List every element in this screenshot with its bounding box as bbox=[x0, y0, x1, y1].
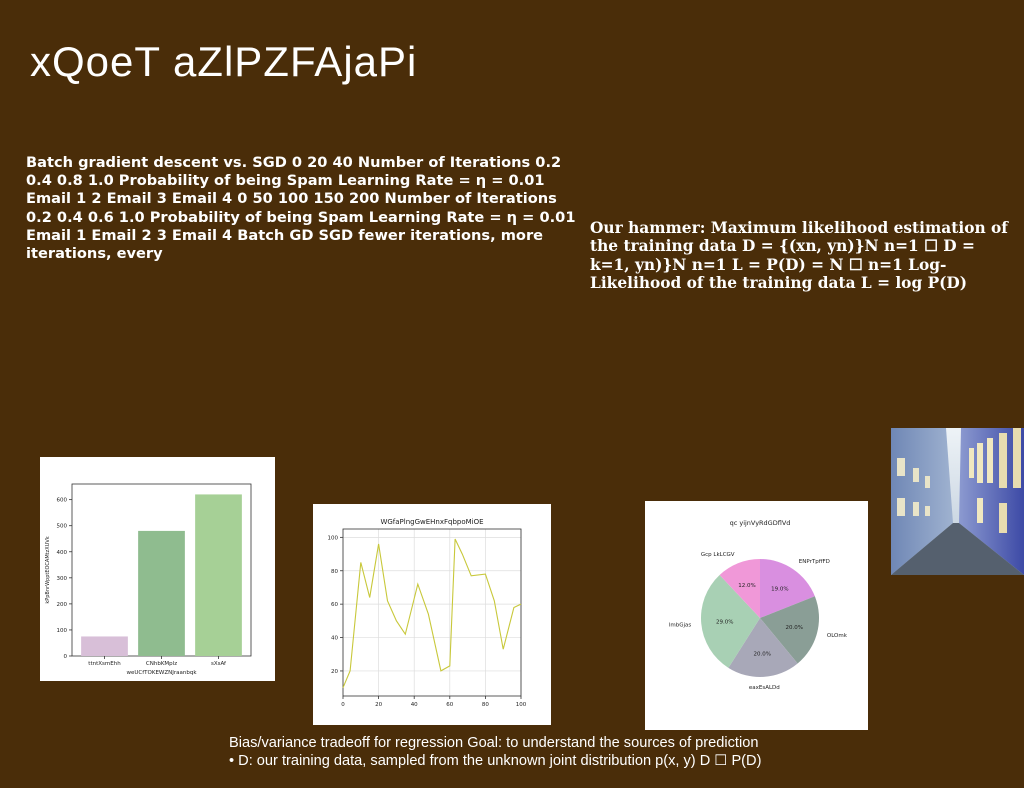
bar bbox=[138, 530, 185, 656]
slice-pct-label: 19.0% bbox=[771, 587, 788, 593]
line-chart-panel: WGfaPlngGwEHnxFqbpoMiOE 20 40 60 80 100 0 20 40 6… bbox=[313, 504, 551, 725]
slice-label: ENPrTpffFD bbox=[799, 559, 830, 565]
pie-slice bbox=[700, 574, 760, 668]
x-tick-label: 40 bbox=[411, 702, 418, 708]
slide-title: xQoeT aZlPZFAjaPi bbox=[30, 38, 418, 85]
chart-title: qc yijnVyRdGDflVd bbox=[730, 519, 791, 527]
x-tick-label: 60 bbox=[446, 702, 453, 708]
text-bottom-line2: • D: our training data, sampled from the… bbox=[229, 753, 762, 769]
y-tick-label: 100 bbox=[57, 628, 68, 634]
bar bbox=[81, 636, 128, 656]
slice-pct-label: 29.0% bbox=[716, 619, 733, 625]
x-tick-label: CNhbKMplz bbox=[146, 661, 177, 667]
y-axis-label: kPpBnrWpptEOCAMtzXUVk bbox=[45, 536, 51, 603]
pie-slice bbox=[728, 618, 798, 678]
street-photo bbox=[891, 428, 1024, 575]
slice-label: eaxEsALDd bbox=[749, 685, 780, 691]
y-tick-label: 200 bbox=[57, 602, 68, 608]
x-tick-label: 20 bbox=[375, 702, 382, 708]
y-tick-label: 0 bbox=[64, 654, 68, 660]
slice-pct-label: 20.0% bbox=[786, 625, 803, 631]
pie-slice bbox=[719, 559, 760, 618]
slice-label: OLOmk bbox=[827, 633, 848, 639]
y-tick-label: 100 bbox=[328, 535, 339, 541]
x-tick-label: 100 bbox=[516, 702, 527, 708]
bar-chart: 0 100 200 300 400 500 600 ttntXsmEhh CNhbKMplz sX… bbox=[45, 483, 252, 676]
pie-chart-panel: qc yijnVyRdGDflVd 19.0% ENPrTpffFD 20.0% OLO… bbox=[645, 501, 868, 730]
y-tick-label: 80 bbox=[331, 569, 338, 575]
series-line bbox=[342, 538, 522, 688]
bar-chart-panel: 0 100 200 300 400 500 600 ttntXsmEhh CNhbKMplz sX… bbox=[40, 457, 275, 681]
pie-slice bbox=[760, 559, 815, 618]
x-axis-label: weUCfTOKEWZNJraanbqk bbox=[126, 670, 197, 676]
x-tick-label: ttntXsmEhh bbox=[88, 661, 121, 667]
y-tick-label: 600 bbox=[57, 498, 68, 504]
text-bottom-line1: Bias/variance tradeoff for regression Go… bbox=[229, 735, 759, 751]
y-tick-label: 60 bbox=[331, 602, 338, 608]
y-tick-label: 300 bbox=[57, 576, 68, 582]
bar bbox=[195, 494, 242, 656]
text-block-bottom: Bias/variance tradeoff for regression Go… bbox=[229, 734, 829, 770]
slice-pct-label: 20.0% bbox=[753, 651, 770, 657]
plot-frame bbox=[342, 528, 522, 697]
y-tick-label: 500 bbox=[57, 524, 68, 530]
pie-slice bbox=[760, 596, 820, 664]
text-block-right: Our hammer: Maximum likelihood estimatio… bbox=[590, 219, 1008, 293]
y-tick-label: 20 bbox=[331, 669, 338, 675]
y-tick-label: 40 bbox=[331, 636, 338, 642]
slice-pct-label: 12.0% bbox=[738, 583, 755, 589]
x-tick-label: 80 bbox=[482, 702, 489, 708]
line-chart: WGfaPlngGwEHnxFqbpoMiOE 20 40 60 80 100 0 20 40 6… bbox=[328, 518, 527, 708]
pie-chart: qc yijnVyRdGDflVd 19.0% ENPrTpffFD 20.0% OLO… bbox=[669, 519, 848, 691]
slice-label: lmbGjas bbox=[669, 622, 692, 628]
slice-label: Gcp LkLCGV bbox=[701, 552, 735, 558]
x-tick-label: sXsAf bbox=[211, 661, 227, 667]
chart-title: WGfaPlngGwEHnxFqbpoMiOE bbox=[380, 518, 483, 526]
y-tick-label: 400 bbox=[57, 550, 68, 556]
x-tick-label: 0 bbox=[341, 702, 345, 708]
text-block-left: Batch gradient descent vs. SGD 0 20 40 N… bbox=[26, 154, 576, 263]
